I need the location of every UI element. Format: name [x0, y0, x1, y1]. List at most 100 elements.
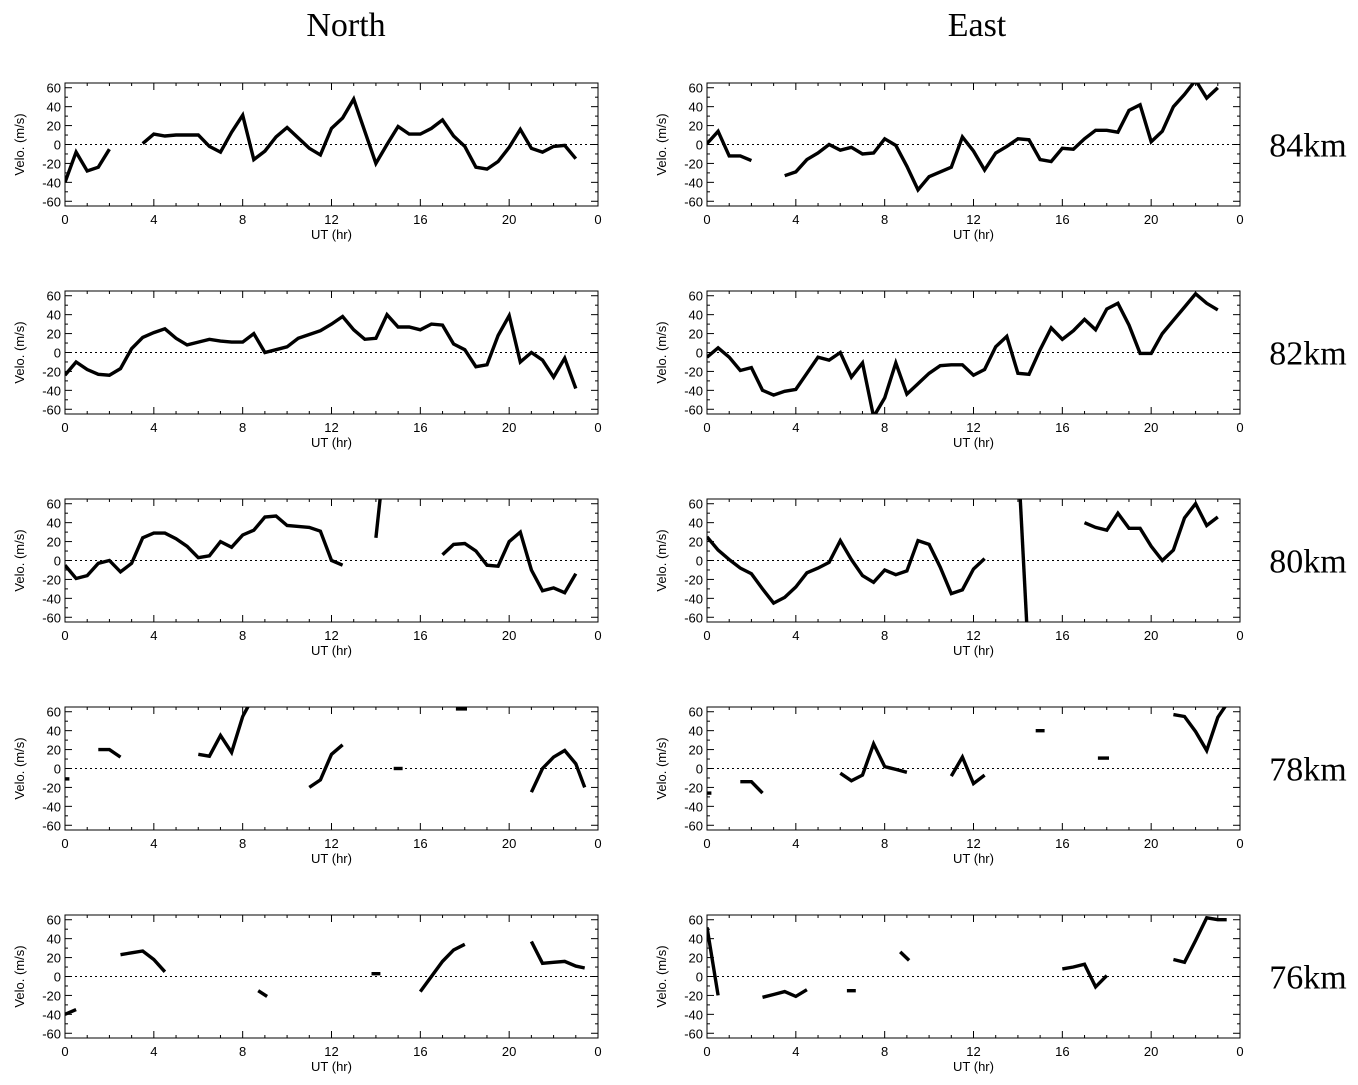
x-tick-label: 16 [413, 1044, 427, 1059]
series-segment [899, 950, 911, 962]
y-tick-label: 0 [54, 138, 61, 153]
series-segment [529, 748, 587, 793]
y-tick-label: 0 [54, 554, 61, 569]
x-tick-label: 20 [502, 836, 516, 851]
series [65, 95, 578, 183]
y-tick-label: 20 [689, 535, 703, 550]
x-tick-label: 12 [966, 420, 980, 435]
x-tick-label: 12 [966, 628, 980, 643]
y-tick-label: 0 [696, 138, 703, 153]
x-tick-label: 20 [1144, 212, 1158, 227]
y-tick-label: -40 [684, 1007, 703, 1022]
x-tick-label: 20 [502, 1044, 516, 1059]
series [707, 499, 1219, 622]
x-axis-label: UT (hr) [953, 1059, 994, 1074]
y-tick-label: 60 [689, 81, 703, 96]
series-segment [374, 499, 382, 538]
series-segment [441, 529, 578, 595]
x-tick-label: 4 [792, 420, 799, 435]
series-segment [707, 927, 720, 996]
y-tick-label: 0 [696, 762, 703, 777]
series-segment [65, 310, 578, 390]
y-axis-label: Velo. (m/s) [654, 945, 669, 1007]
y-tick-label: -20 [684, 156, 703, 171]
x-tick-label: 8 [881, 628, 888, 643]
x-tick-label: 12 [324, 628, 338, 643]
x-tick-label: 12 [324, 836, 338, 851]
x-tick-label: 16 [1055, 836, 1069, 851]
y-tick-label: -60 [42, 818, 61, 833]
y-tick-label: 40 [47, 932, 61, 947]
panel-north-76km: 0 4 8 12 16 20 0 60 40 20 0 -20 -40 -60 UT (hr) Velo. (… [12, 913, 602, 1074]
x-tick-label: 0 [61, 212, 68, 227]
y-axis-label: Velo. (m/s) [654, 321, 669, 383]
x-axis-label: UT (hr) [311, 435, 352, 450]
x-tick-label: 16 [413, 212, 427, 227]
series-segment [65, 514, 344, 581]
x-tick-label: 4 [150, 836, 157, 851]
y-tick-label: -20 [684, 572, 703, 587]
y-tick-label: -40 [42, 1007, 61, 1022]
x-tick-label: 8 [881, 212, 888, 227]
x-axis-label: UT (hr) [311, 227, 352, 242]
series-segment [1062, 962, 1109, 990]
x-tick-label: 20 [1144, 628, 1158, 643]
x-tick-label: 20 [1144, 1044, 1158, 1059]
series-segment [762, 988, 808, 999]
y-tick-label: -40 [684, 175, 703, 190]
x-tick-label: 0 [703, 628, 710, 643]
y-tick-label: 60 [689, 913, 703, 928]
x-tick-label: 20 [1144, 836, 1158, 851]
x-tick-label: 16 [413, 836, 427, 851]
x-tick-label: 8 [881, 420, 888, 435]
y-tick-label: 40 [689, 100, 703, 115]
x-axis-label: UT (hr) [311, 851, 352, 866]
y-axis-label: Velo. (m/s) [12, 737, 27, 799]
y-tick-label: 20 [689, 743, 703, 758]
column-title-north: North [306, 7, 385, 44]
x-tick-label: 4 [792, 836, 799, 851]
x-tick-label: 16 [1055, 1044, 1069, 1059]
series-segment [1083, 500, 1219, 564]
altitude-label-80km: 80km [1269, 544, 1346, 581]
x-tick-label: 16 [1055, 420, 1069, 435]
x-tick-label: 0 [1236, 212, 1243, 227]
x-tick-label: 0 [703, 1044, 710, 1059]
x-tick-label: 0 [61, 1044, 68, 1059]
x-tick-label: 20 [502, 628, 516, 643]
y-tick-label: -60 [684, 194, 703, 209]
x-tick-label: 0 [594, 1044, 601, 1059]
y-tick-label: -40 [684, 799, 703, 814]
y-tick-label: 20 [47, 119, 61, 134]
y-tick-label: 40 [47, 100, 61, 115]
x-axis-label: UT (hr) [311, 1059, 352, 1074]
y-tick-label: -40 [42, 591, 61, 606]
panel-north-82km: 0 4 8 12 16 20 0 60 40 20 0 -20 -40 -60 UT (hr) Velo. (… [12, 289, 602, 450]
series [65, 499, 578, 595]
series-segment [707, 128, 753, 163]
series [65, 310, 578, 390]
panel-east-82km: 0 4 8 12 16 20 0 60 40 20 0 -20 -40 -60 UT (hr) Velo. (… [654, 289, 1347, 450]
x-tick-label: 4 [150, 628, 157, 643]
x-tick-label: 20 [1144, 420, 1158, 435]
y-tick-label: -40 [42, 175, 61, 190]
y-tick-label: -20 [42, 780, 61, 795]
y-tick-label: -20 [684, 988, 703, 1003]
panel-east-78km: 0 4 8 12 16 20 0 60 40 20 0 -20 -40 -60 UT (hr) Velo. (… [654, 705, 1347, 866]
x-tick-label: 0 [1236, 1044, 1243, 1059]
y-axis-label: Velo. (m/s) [12, 529, 27, 591]
x-tick-label: 0 [594, 212, 601, 227]
x-tick-label: 0 [703, 836, 710, 851]
panel-north-84km: 0 4 8 12 16 20 0 60 40 20 0 -20 -40 -60 UT (hr) Velo. (… [12, 81, 602, 242]
y-tick-label: -40 [684, 383, 703, 398]
x-tick-label: 20 [502, 212, 516, 227]
x-tick-label: 8 [239, 420, 246, 435]
y-axis-label: Velo. (m/s) [12, 321, 27, 383]
x-tick-label: 12 [966, 1044, 980, 1059]
panel-east-76km: 0 4 8 12 16 20 0 60 40 20 0 -20 -40 -60 UT (hr) Velo. (… [654, 913, 1347, 1074]
series-segment [784, 83, 1219, 194]
y-tick-label: 40 [47, 308, 61, 323]
y-tick-label: 20 [47, 743, 61, 758]
